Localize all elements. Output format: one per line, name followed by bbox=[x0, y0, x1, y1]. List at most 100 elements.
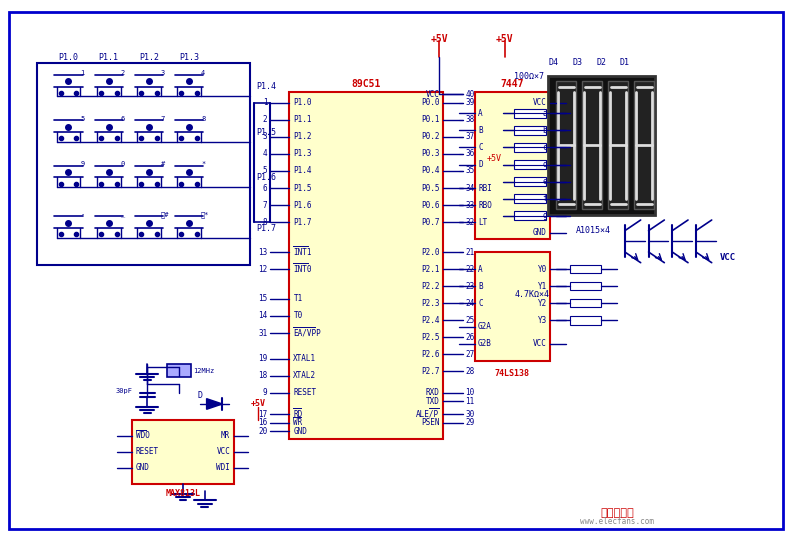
Text: T0: T0 bbox=[293, 311, 303, 321]
Text: 19: 19 bbox=[258, 354, 268, 363]
Text: D2: D2 bbox=[596, 58, 606, 67]
Text: D: D bbox=[478, 160, 482, 169]
Text: C: C bbox=[478, 143, 482, 152]
Bar bbox=[556, 81, 576, 210]
Text: D3: D3 bbox=[573, 58, 583, 67]
Text: RBO: RBO bbox=[478, 200, 492, 210]
Text: A: A bbox=[478, 265, 482, 273]
Text: LT: LT bbox=[478, 218, 487, 227]
Text: 26: 26 bbox=[466, 333, 474, 342]
Text: P2.4: P2.4 bbox=[421, 316, 440, 325]
Text: 9: 9 bbox=[80, 161, 85, 167]
Text: P1.7: P1.7 bbox=[293, 218, 312, 227]
Bar bbox=[582, 81, 602, 210]
Text: 30pF: 30pF bbox=[116, 388, 133, 393]
Text: 1: 1 bbox=[263, 98, 268, 107]
Text: C: C bbox=[478, 299, 482, 308]
Text: 4: 4 bbox=[201, 70, 205, 76]
Text: 10: 10 bbox=[466, 388, 474, 397]
Text: 22: 22 bbox=[466, 265, 474, 273]
Bar bbox=[514, 126, 546, 135]
Text: P1.3: P1.3 bbox=[179, 53, 200, 62]
Text: P0.1: P0.1 bbox=[421, 115, 440, 124]
Text: P1.6: P1.6 bbox=[257, 173, 276, 182]
Text: 5: 5 bbox=[263, 167, 268, 175]
Text: 35: 35 bbox=[466, 167, 474, 175]
Text: 5: 5 bbox=[80, 116, 85, 122]
Bar bbox=[569, 265, 601, 273]
Text: 38: 38 bbox=[466, 115, 474, 124]
Text: P1.1: P1.1 bbox=[293, 115, 312, 124]
Text: INT0: INT0 bbox=[293, 265, 312, 273]
Text: VCC: VCC bbox=[425, 90, 440, 99]
Text: XTAL2: XTAL2 bbox=[293, 371, 317, 380]
Text: 20: 20 bbox=[258, 427, 268, 436]
Text: 6: 6 bbox=[263, 183, 268, 192]
Text: P0.4: P0.4 bbox=[421, 167, 440, 175]
Text: P2.3: P2.3 bbox=[421, 299, 440, 308]
Text: 11: 11 bbox=[466, 397, 474, 406]
Bar bbox=[514, 143, 546, 152]
Text: 30: 30 bbox=[466, 410, 474, 419]
Text: B: B bbox=[478, 281, 482, 291]
Text: T1: T1 bbox=[293, 294, 303, 303]
Text: 27: 27 bbox=[466, 350, 474, 359]
Text: WR: WR bbox=[293, 418, 303, 427]
Text: G2B: G2B bbox=[478, 339, 492, 348]
Text: 7447: 7447 bbox=[501, 79, 524, 89]
Text: P1.4: P1.4 bbox=[257, 82, 276, 91]
Text: P2.7: P2.7 bbox=[421, 367, 440, 376]
Text: P1.3: P1.3 bbox=[293, 150, 312, 159]
Text: b: b bbox=[542, 126, 546, 135]
Bar bbox=[289, 92, 444, 438]
Text: MAX813L: MAX813L bbox=[166, 489, 200, 498]
Text: d: d bbox=[542, 160, 546, 169]
Text: RD: RD bbox=[293, 410, 303, 419]
Text: D4: D4 bbox=[549, 58, 559, 67]
Text: _: _ bbox=[120, 212, 125, 218]
Text: Y2: Y2 bbox=[538, 299, 546, 308]
Text: +5V: +5V bbox=[431, 34, 448, 44]
Text: e: e bbox=[542, 177, 546, 186]
Text: -: - bbox=[80, 212, 85, 218]
Text: 16: 16 bbox=[258, 418, 268, 427]
Text: VCC: VCC bbox=[216, 448, 230, 457]
Text: GND: GND bbox=[293, 427, 307, 436]
Text: XTAL1: XTAL1 bbox=[293, 354, 317, 363]
Text: D1: D1 bbox=[620, 58, 630, 67]
Text: +5V: +5V bbox=[487, 154, 502, 163]
Text: VCC: VCC bbox=[533, 98, 546, 107]
Polygon shape bbox=[207, 399, 223, 410]
Text: 18: 18 bbox=[258, 371, 268, 380]
Text: #: # bbox=[161, 161, 165, 167]
Text: 灯#: 灯# bbox=[161, 211, 169, 218]
Text: GND: GND bbox=[135, 464, 150, 472]
Bar bbox=[475, 92, 550, 239]
Text: P1.2: P1.2 bbox=[293, 132, 312, 142]
Text: 28: 28 bbox=[466, 367, 474, 376]
Text: 23: 23 bbox=[466, 281, 474, 291]
Text: 21: 21 bbox=[466, 248, 474, 257]
Text: 8: 8 bbox=[201, 116, 205, 122]
Text: 13: 13 bbox=[258, 248, 268, 257]
Text: 12: 12 bbox=[258, 265, 268, 273]
Text: WDO: WDO bbox=[135, 431, 150, 441]
Text: RESET: RESET bbox=[135, 448, 158, 457]
Text: 15: 15 bbox=[258, 294, 268, 303]
Bar bbox=[514, 177, 546, 186]
Text: VCC: VCC bbox=[720, 253, 736, 262]
Text: c: c bbox=[542, 143, 546, 152]
Text: GND: GND bbox=[533, 228, 546, 237]
Text: 32: 32 bbox=[466, 218, 474, 227]
Text: 17: 17 bbox=[258, 410, 268, 419]
Text: 33: 33 bbox=[466, 200, 474, 210]
Text: P2.0: P2.0 bbox=[421, 248, 440, 257]
Bar bbox=[131, 420, 234, 484]
Text: INT1: INT1 bbox=[293, 248, 312, 257]
Text: 7: 7 bbox=[161, 116, 165, 122]
Text: +5V: +5V bbox=[250, 399, 265, 408]
Text: P2.1: P2.1 bbox=[421, 265, 440, 273]
Text: 100Ω×7: 100Ω×7 bbox=[514, 71, 544, 80]
Text: P1.6: P1.6 bbox=[293, 200, 312, 210]
Text: P1.0: P1.0 bbox=[59, 53, 78, 62]
